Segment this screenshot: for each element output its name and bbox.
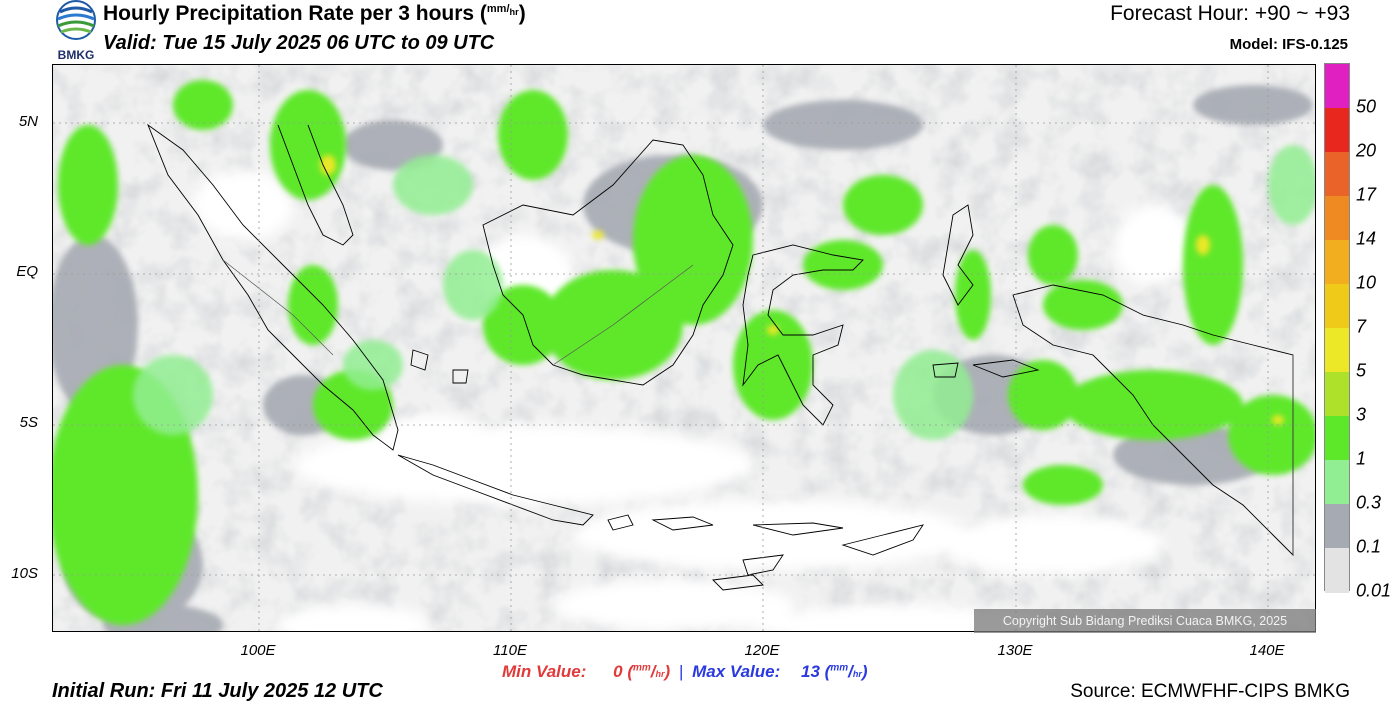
color-scale-label-9: 0.3: [1356, 492, 1382, 513]
color-swatch-10: [1325, 504, 1349, 549]
moderate-precip-areas: [53, 80, 1315, 625]
color-swatch-5: [1325, 284, 1349, 329]
title-unit-num: mm: [486, 3, 507, 15]
weak-precip-areas: [133, 145, 1315, 440]
color-swatch-8: [1325, 416, 1349, 461]
precipitation-map: [52, 64, 1316, 632]
lon-label-120e: 120E: [744, 642, 780, 659]
color-scale-label-2: 17: [1356, 184, 1377, 205]
min-value: 0: [613, 662, 623, 681]
color-swatch-0: [1325, 64, 1349, 109]
title-text: Hourly Precipitation Rate per 3 hours (: [103, 2, 487, 25]
lat-label-10s: 10S: [11, 565, 38, 582]
dry-areas: [193, 170, 1193, 631]
map-title: Hourly Precipitation Rate per 3 hours (m…: [103, 2, 526, 25]
color-swatch-9: [1325, 460, 1349, 505]
color-scale-label-5: 7: [1356, 316, 1367, 337]
lat-label-eq: EQ: [16, 263, 38, 280]
lat-label-5s: 5S: [19, 414, 38, 431]
color-swatch-11: [1325, 548, 1349, 593]
logo-text: BMKG: [58, 48, 95, 62]
forecast-hour: Forecast Hour: +90 ~ +93: [1110, 2, 1350, 25]
color-swatch-7: [1325, 372, 1349, 417]
coastlines: [147, 123, 1294, 591]
color-swatch-1: [1325, 108, 1349, 153]
lon-label-140e: 140E: [1249, 642, 1285, 659]
max-label: Max Value:: [692, 662, 781, 681]
color-swatch-3: [1325, 196, 1349, 241]
bmkg-logo-icon: BMKG: [56, 0, 96, 62]
color-scale-label-4: 10: [1356, 272, 1377, 293]
model-name: Model: IFS-0.125: [1229, 36, 1348, 53]
gridlines: [53, 65, 1315, 631]
color-swatch-4: [1325, 240, 1349, 285]
lon-label-110e: 110E: [493, 642, 527, 659]
color-swatch-6: [1325, 328, 1349, 373]
stats-separator: |: [678, 662, 684, 681]
color-scale-label-8: 1: [1356, 448, 1367, 469]
valid-time: Valid: Tue 15 July 2025 06 UTC to 09 UTC: [103, 32, 495, 54]
heavy-precip-cores: [320, 155, 1284, 425]
color-scale-label-7: 3: [1356, 404, 1367, 425]
min-unit: (mm/hr): [627, 662, 671, 681]
min-max-values: Min Value: 0 (mm/hr) | Max Value: 13 (mm…: [502, 662, 868, 682]
title-close: ): [518, 2, 526, 25]
max-unit: (mm/hr): [824, 662, 868, 681]
lon-label-100e: 100E: [240, 642, 276, 659]
lat-label-5n: 5N: [18, 113, 38, 130]
color-scale-label-11: 0.01: [1356, 580, 1392, 601]
min-label: Min Value:: [502, 662, 587, 681]
color-scale-bar: [1324, 63, 1350, 593]
map-canvas: [53, 65, 1315, 631]
color-scale-label-10: 0.1: [1356, 536, 1382, 557]
color-swatch-2: [1325, 152, 1349, 197]
color-scale-label-1: 20: [1356, 140, 1377, 161]
admin-borders: [222, 259, 1294, 555]
max-value: 13: [801, 662, 820, 681]
initial-run: Initial Run: Fri 11 July 2025 12 UTC: [52, 680, 383, 702]
copyright-notice: Copyright Sub Bidang Prediksi Cuaca BMKG…: [974, 609, 1316, 633]
lon-label-130e: 130E: [997, 642, 1033, 659]
title-unit-den: hr: [509, 7, 519, 18]
color-scale-label-3: 14: [1356, 228, 1377, 249]
color-scale-label-0: 50: [1356, 96, 1377, 117]
color-scale-label-6: 5: [1356, 360, 1367, 381]
data-source: Source: ECMWFHF-CIPS BMKG: [1070, 681, 1350, 702]
